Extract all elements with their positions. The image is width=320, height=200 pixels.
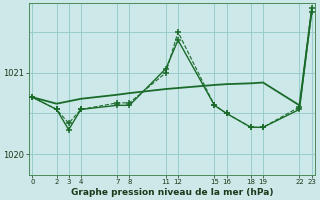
X-axis label: Graphe pression niveau de la mer (hPa): Graphe pression niveau de la mer (hPa)	[71, 188, 273, 197]
